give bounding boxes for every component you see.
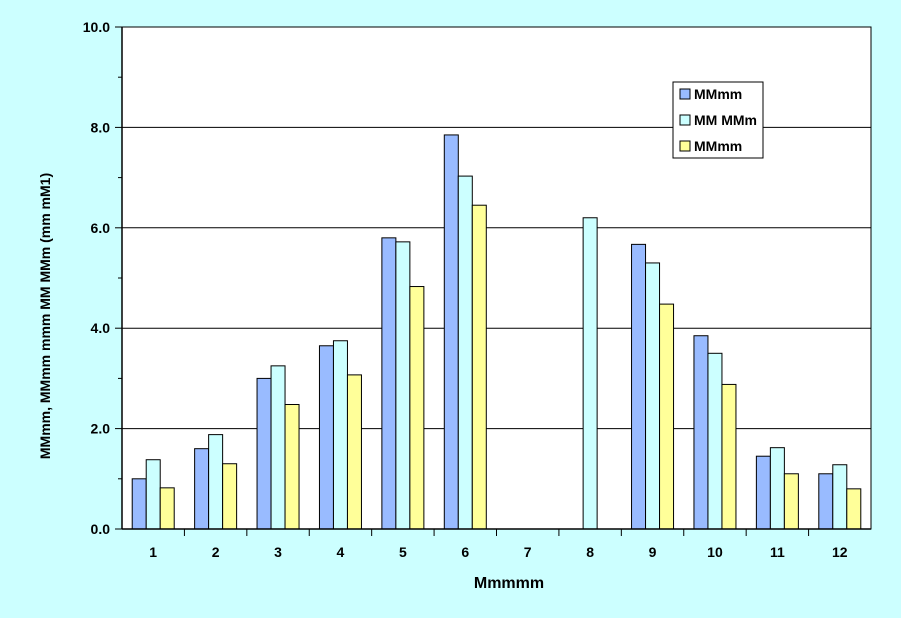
x-tick-label: 1 [149,544,157,560]
bar [783,473,799,530]
legend-swatch [679,114,691,126]
legend-swatch [679,140,691,152]
bar [194,448,210,530]
bar [457,175,473,530]
legend-swatch [679,88,691,100]
x-tick-label: 12 [832,544,848,560]
legend-label: MMmm [694,86,742,102]
bar [381,237,397,530]
y-tick-label: 8.0 [91,119,111,135]
x-tick-label: 9 [649,544,657,560]
x-tick-label: 3 [274,544,282,560]
bar [395,241,411,530]
bar [159,487,175,530]
bar [755,455,771,530]
bar [222,463,238,530]
legend: MMmm MM MMm MMmm [672,81,764,159]
bars [131,134,862,530]
x-tick-label: 11 [770,544,785,560]
bar [346,374,362,530]
tick-labels: 0.02.04.06.08.010.01 2 3 4 5 6 7 8 9 10 11 12 [83,19,848,560]
bar [645,262,661,530]
bar [332,340,348,530]
bar [409,286,425,530]
bar [318,345,334,530]
axes [115,26,872,536]
x-tick-label: 4 [337,544,345,560]
bar [846,488,862,530]
legend-label: MM MMm [694,112,757,128]
y-tick-label: 6.0 [91,220,111,236]
bar [256,377,272,530]
x-axis-title: Mmmmm [474,575,544,592]
bar [270,365,286,530]
bar [145,459,161,530]
y-tick-label: 10.0 [83,19,110,35]
x-tick-label: 6 [461,544,469,560]
legend-label: MMmm [694,138,742,154]
bar [443,134,459,530]
bar [471,204,487,530]
x-tick-label: 5 [399,544,407,560]
bar [284,404,300,530]
y-tick-label: 0.0 [91,521,111,537]
y-axis-title: MMmm, MMmm mmm MM MMm (mm mM1) [37,173,53,459]
bar [721,383,737,530]
x-tick-label: 2 [212,544,220,560]
bar [832,464,848,530]
bar [131,478,147,530]
bar [707,352,723,530]
bar [769,447,785,530]
bar [659,303,675,530]
bar [818,473,834,530]
y-tick-label: 4.0 [91,320,111,336]
bar [208,434,224,530]
bar [582,217,598,530]
bar [693,335,709,530]
y-tick-label: 2.0 [91,421,111,437]
x-tick-label: 10 [707,544,723,560]
x-tick-label: 8 [586,544,594,560]
bar [631,243,647,530]
x-tick-label: 7 [524,544,532,560]
